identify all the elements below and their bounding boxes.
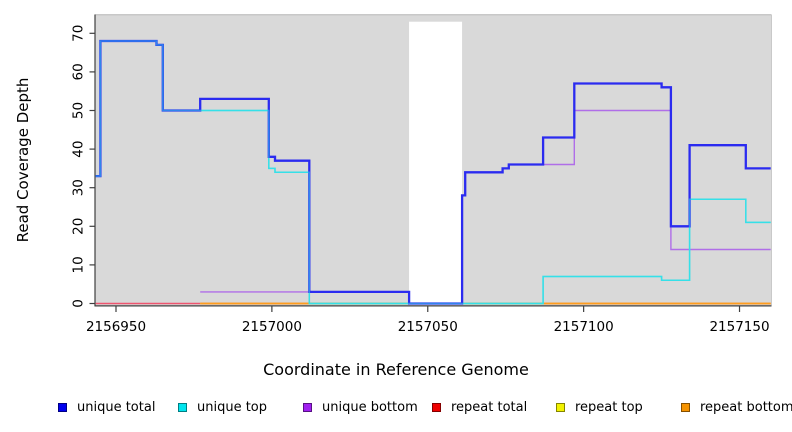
legend-item-unique-total: unique total [58,398,155,416]
y-tick-label: 40 [71,141,87,158]
y-tick-label: 0 [71,299,87,308]
legend-label: unique bottom [322,399,418,415]
legend-label: repeat top [575,399,643,415]
legend-item-repeat-bottom: repeat bottom [681,398,792,416]
x-tick-label: 2157050 [398,319,458,335]
x-tick-label: 2156950 [86,319,146,335]
legend-label: repeat bottom [700,399,792,415]
legend-label: unique top [197,399,268,415]
x-tick-label: 2157150 [709,319,769,335]
legend-item-repeat-total: repeat total [432,398,527,416]
legend: unique total unique top unique bottom repea… [0,398,792,418]
legend-item-unique-bottom: unique bottom [303,398,418,416]
y-tick-label: 60 [71,63,87,80]
y-tick-label: 30 [71,179,87,196]
plot-area: 2156950 2157000 2157050 2157100 2157150 0 10 20… [71,14,772,335]
legend-swatch-unique-bottom [303,402,312,412]
y-tick-label: 50 [71,102,87,119]
legend-swatch-repeat-total [432,402,441,412]
masked-region [409,21,463,305]
y-axis-title: Read Coverage Depth [14,77,32,243]
legend-label: repeat total [451,399,528,415]
y-tick-label: 20 [71,218,87,235]
legend-item-unique-top: unique top [178,398,267,416]
y-tick-label: 10 [71,256,87,273]
legend-label: unique total [77,399,156,415]
x-tick-label: 2157000 [242,319,302,335]
legend-swatch-repeat-bottom [681,402,690,412]
x-axis-title: Coordinate in Reference Genome [263,360,529,379]
series-unique-top-overlay-line [95,40,771,305]
legend-item-repeat-top: repeat top [556,398,643,416]
y-tick-label: 70 [71,25,87,42]
x-tick-label: 2157100 [554,319,614,335]
legend-swatch-unique-top [178,402,187,412]
legend-swatch-unique-total [58,402,67,412]
legend-swatch-repeat-top [556,402,565,412]
